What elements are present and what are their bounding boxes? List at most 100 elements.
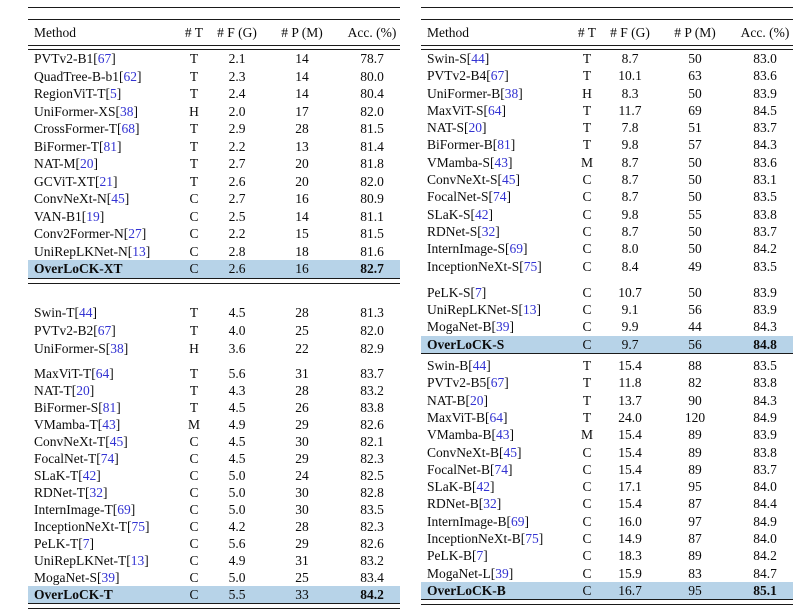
citation-link[interactable]: [67] [486,375,509,391]
citation-link[interactable]: [44] [466,51,490,66]
citation-link[interactable]: [69] [112,501,136,517]
accuracy-cell: 84.0 [753,479,777,495]
citation-link[interactable]: [42] [470,206,494,222]
citation-link[interactable]: [43] [491,427,515,443]
method-name: FocalNet-T [34,450,97,466]
citation-link[interactable]: [7] [78,535,94,551]
result-row: UniFormer-S[38] H 3.6 22 82.9 [28,340,400,358]
params-cell: 14 [295,51,309,66]
citation-link[interactable]: [13] [127,243,151,259]
method-name: OverLoCK-T [34,586,113,602]
citation-link[interactable]: [7] [470,284,487,300]
citation-link[interactable]: [67] [486,68,509,84]
citation-link[interactable]: [67] [93,322,116,338]
citation-link[interactable]: [21] [94,173,118,189]
citation-link[interactable]: [32] [478,496,502,512]
citation-link[interactable]: [44] [74,304,98,320]
citation-link[interactable]: [68] [116,121,140,136]
type-cell: C [582,206,592,222]
citation-link[interactable]: [5] [105,86,122,101]
method-name: PeLK-B [427,548,472,564]
citation-link[interactable]: [20] [75,156,99,171]
flops-cell: 15.4 [618,461,642,477]
citation-link[interactable]: [32] [477,223,500,239]
citation-link[interactable]: [67] [93,51,116,66]
method-cell: PVTv2-B5[67] [421,374,567,391]
citation-link[interactable]: [19] [81,208,105,224]
citation-link[interactable]: [38] [115,103,138,119]
small-model-rows-b: PeLK-S[7] C 10.7 50 83.9 UniRepLKNet-S[13] C 9.… [421,284,793,354]
citation-link[interactable]: [43] [97,416,121,432]
method-name: InceptionNeXt-T [34,518,127,534]
type-cell: C [582,496,592,512]
citation-link[interactable]: [7] [472,548,488,564]
result-row: SLaK-B[42] C 17.1 95 84.0 [421,478,793,495]
method-cell: UniRepLKNet-N[13] [28,243,174,261]
citation-link[interactable]: [44] [468,358,491,374]
params-cell: 14 [295,86,309,101]
citation-link[interactable]: [81] [98,138,122,154]
method-name: PeLK-S [427,284,471,300]
citation-link[interactable]: [42] [78,467,101,483]
result-row: Conv2Former-N[27] C 2.2 15 81.5 [28,225,400,243]
flops-cell: 11.8 [618,375,642,391]
citation-link[interactable]: [64] [91,365,114,381]
type-cell: C [189,450,199,466]
citation-link[interactable]: [45] [499,444,522,460]
params-cell: 89 [688,427,702,443]
citation-link[interactable]: [13] [518,302,542,318]
citation-link[interactable]: [39] [97,569,120,585]
method-cell: Conv2Former-N[27] [28,225,174,243]
citation-link[interactable]: [75] [126,518,150,534]
citation-link[interactable]: [27] [123,226,147,241]
method-name: BiFormer-B [427,137,493,153]
citation-link[interactable]: [74] [96,450,119,466]
citation-link[interactable]: [45] [105,433,128,449]
citation-link[interactable]: [13] [126,552,149,568]
flops-cell: 16.7 [618,582,642,598]
params-cell: 15 [295,226,309,241]
citation-link[interactable]: [39] [491,319,515,335]
accuracy-cell: 82.3 [360,518,384,534]
citation-link[interactable]: [64] [484,409,508,425]
citation-link[interactable]: [69] [506,513,529,529]
flops-cell: 5.6 [228,535,246,551]
citation-link[interactable]: [75] [519,258,542,274]
result-row: MaxViT-S[64] T 11.7 69 84.5 [421,102,793,119]
citation-link[interactable]: [45] [106,191,130,206]
flops-cell: 11.7 [618,102,642,118]
citation-link[interactable]: [64] [483,102,506,118]
citation-link[interactable]: [32] [85,484,108,500]
type-cell: T [582,120,592,136]
citation-link[interactable]: [81] [492,137,516,153]
result-row: NAT-S[20] T 7.8 51 83.7 [421,119,793,136]
citation-link[interactable]: [20] [465,392,489,408]
accuracy-cell: 82.1 [360,433,384,449]
citation-link[interactable]: [39] [490,565,514,581]
citation-link[interactable]: [20] [464,120,487,136]
bottom-double-rule [421,599,793,606]
citation-link[interactable]: [74] [488,189,512,205]
flops-cell: 14.9 [618,531,642,547]
citation-link[interactable]: [45] [497,172,521,188]
citation-link[interactable]: [38] [105,340,129,356]
params-cell: 51 [688,120,702,136]
type-cell: T [189,399,199,415]
type-cell: C [582,284,592,300]
accuracy-cell: 81.8 [360,156,384,171]
citation-link[interactable]: [20] [71,382,95,398]
citation-link[interactable]: [69] [504,241,528,257]
citation-link[interactable]: [38] [500,85,523,101]
method-name: InceptionNeXt-B [427,531,521,547]
citation-link[interactable]: [81] [98,399,121,415]
result-row: VMamba-T[43] M 4.9 29 82.6 [28,416,400,433]
citation-link[interactable]: [43] [490,154,513,170]
method-name: SLaK-B [427,479,472,495]
citation-link[interactable]: [75] [520,531,544,547]
result-row: SLaK-S[42] C 9.8 55 83.8 [421,206,793,223]
citation-link[interactable]: [62] [119,68,142,84]
citation-link[interactable]: [42] [472,479,495,495]
citation-link[interactable]: [74] [490,461,513,477]
result-row: VMamba-S[43] M 8.7 50 83.6 [421,154,793,171]
flops-cell: 8.7 [621,172,639,188]
